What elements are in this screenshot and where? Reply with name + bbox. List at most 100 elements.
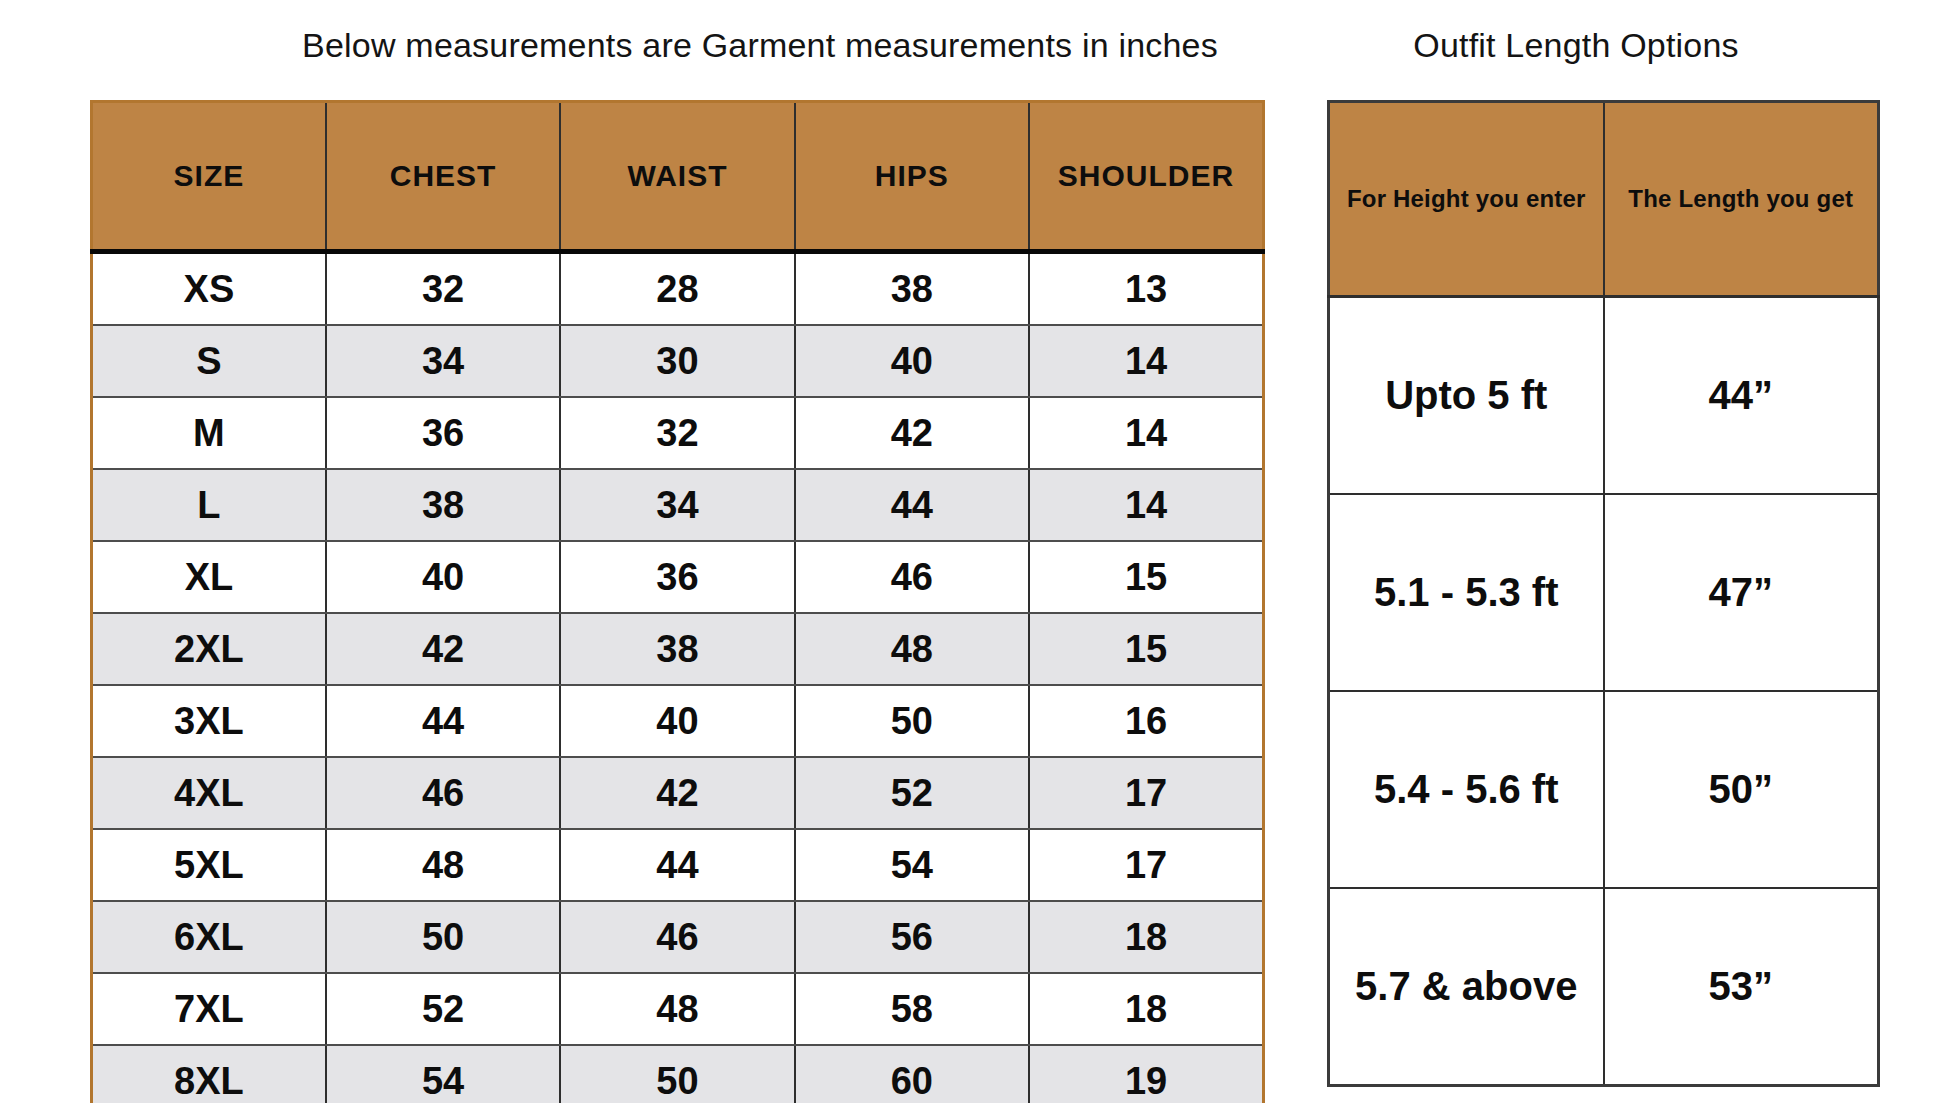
- garment-column-header: CHEST: [326, 102, 560, 252]
- garment-cell: 60: [795, 1045, 1029, 1103]
- garment-measurements-title: Below measurements are Garment measureme…: [200, 26, 1320, 65]
- garment-cell: 46: [326, 757, 560, 829]
- garment-cell: 16: [1029, 685, 1263, 757]
- garment-cell: 50: [795, 685, 1029, 757]
- length-table-body: Upto 5 ft44”5.1 - 5.3 ft47”5.4 - 5.6 ft5…: [1329, 297, 1879, 1086]
- garment-size-row: 6XL50465618: [92, 901, 1264, 973]
- garment-cell: 56: [795, 901, 1029, 973]
- garment-size-row: 2XL42384815: [92, 613, 1264, 685]
- garment-cell: 38: [326, 469, 560, 541]
- length-column-header: The Length you get: [1604, 102, 1879, 297]
- length-table-head: For Height you enterThe Length you get: [1329, 102, 1879, 297]
- garment-cell: 40: [560, 685, 794, 757]
- garment-cell: 40: [795, 325, 1029, 397]
- garment-cell: 50: [326, 901, 560, 973]
- garment-cell: 36: [560, 541, 794, 613]
- garment-cell: 52: [795, 757, 1029, 829]
- garment-cell: 44: [326, 685, 560, 757]
- outfit-length-title: Outfit Length Options: [1300, 26, 1852, 65]
- garment-size-row: 3XL44405016: [92, 685, 1264, 757]
- length-option-row: 5.7 & above53”: [1329, 888, 1879, 1086]
- garment-cell: 15: [1029, 613, 1263, 685]
- length-cell: 5.4 - 5.6 ft: [1329, 691, 1604, 888]
- garment-size-row: 7XL52485818: [92, 973, 1264, 1045]
- garment-cell: 42: [795, 397, 1029, 469]
- length-cell: 44”: [1604, 297, 1879, 495]
- garment-cell: 8XL: [92, 1045, 326, 1103]
- garment-cell: 15: [1029, 541, 1263, 613]
- garment-cell: 32: [326, 252, 560, 326]
- garment-cell: 14: [1029, 397, 1263, 469]
- garment-size-row: XS32283813: [92, 252, 1264, 326]
- length-cell: 5.7 & above: [1329, 888, 1604, 1086]
- length-cell: 53”: [1604, 888, 1879, 1086]
- length-option-row: Upto 5 ft44”: [1329, 297, 1879, 495]
- outfit-length-table: For Height you enterThe Length you get U…: [1327, 100, 1880, 1087]
- garment-cell: 6XL: [92, 901, 326, 973]
- garment-cell: 40: [326, 541, 560, 613]
- garment-size-row: M36324214: [92, 397, 1264, 469]
- garment-cell: 44: [560, 829, 794, 901]
- garment-size-row: XL40364615: [92, 541, 1264, 613]
- garment-cell: 32: [560, 397, 794, 469]
- garment-size-row: S34304014: [92, 325, 1264, 397]
- garment-header-row: SIZECHESTWAISTHIPSSHOULDER: [92, 102, 1264, 252]
- length-option-row: 5.1 - 5.3 ft47”: [1329, 494, 1879, 691]
- garment-column-header: WAIST: [560, 102, 794, 252]
- garment-cell: 54: [795, 829, 1029, 901]
- garment-cell: XS: [92, 252, 326, 326]
- garment-cell: 46: [795, 541, 1029, 613]
- length-option-row: 5.4 - 5.6 ft50”: [1329, 691, 1879, 888]
- garment-cell: 34: [560, 469, 794, 541]
- length-column-header: For Height you enter: [1329, 102, 1604, 297]
- garment-cell: 48: [326, 829, 560, 901]
- garment-cell: 14: [1029, 469, 1263, 541]
- length-cell: 47”: [1604, 494, 1879, 691]
- garment-cell: 58: [795, 973, 1029, 1045]
- garment-cell: 14: [1029, 325, 1263, 397]
- garment-cell: 4XL: [92, 757, 326, 829]
- garment-column-header: HIPS: [795, 102, 1029, 252]
- garment-cell: 46: [560, 901, 794, 973]
- garment-cell: 48: [560, 973, 794, 1045]
- garment-size-row: 4XL46425217: [92, 757, 1264, 829]
- garment-cell: 44: [795, 469, 1029, 541]
- garment-cell: 19: [1029, 1045, 1263, 1103]
- garment-cell: 2XL: [92, 613, 326, 685]
- length-cell: 5.1 - 5.3 ft: [1329, 494, 1604, 691]
- garment-cell: 36: [326, 397, 560, 469]
- garment-table-body: XS32283813S34304014M36324214L38344414XL4…: [92, 252, 1264, 1103]
- length-header-row: For Height you enterThe Length you get: [1329, 102, 1879, 297]
- garment-cell: 13: [1029, 252, 1263, 326]
- garment-column-header: SHOULDER: [1029, 102, 1263, 252]
- garment-cell: 18: [1029, 973, 1263, 1045]
- garment-cell: 17: [1029, 829, 1263, 901]
- garment-cell: 3XL: [92, 685, 326, 757]
- garment-cell: 50: [560, 1045, 794, 1103]
- garment-cell: 18: [1029, 901, 1263, 973]
- garment-cell: M: [92, 397, 326, 469]
- garment-cell: S: [92, 325, 326, 397]
- garment-cell: 38: [560, 613, 794, 685]
- garment-column-header: SIZE: [92, 102, 326, 252]
- garment-cell: 17: [1029, 757, 1263, 829]
- garment-cell: XL: [92, 541, 326, 613]
- garment-table-head: SIZECHESTWAISTHIPSSHOULDER: [92, 102, 1264, 252]
- garment-cell: L: [92, 469, 326, 541]
- garment-cell: 52: [326, 973, 560, 1045]
- garment-size-row: 8XL54506019: [92, 1045, 1264, 1103]
- size-chart-canvas: Below measurements are Garment measureme…: [0, 0, 1946, 1103]
- garment-cell: 34: [326, 325, 560, 397]
- garment-cell: 28: [560, 252, 794, 326]
- length-cell: Upto 5 ft: [1329, 297, 1604, 495]
- garment-cell: 38: [795, 252, 1029, 326]
- garment-cell: 7XL: [92, 973, 326, 1045]
- garment-size-row: L38344414: [92, 469, 1264, 541]
- garment-measurements-table: SIZECHESTWAISTHIPSSHOULDER XS32283813S34…: [90, 100, 1265, 1103]
- garment-cell: 42: [560, 757, 794, 829]
- garment-cell: 48: [795, 613, 1029, 685]
- garment-size-row: 5XL48445417: [92, 829, 1264, 901]
- garment-cell: 54: [326, 1045, 560, 1103]
- garment-cell: 42: [326, 613, 560, 685]
- garment-cell: 30: [560, 325, 794, 397]
